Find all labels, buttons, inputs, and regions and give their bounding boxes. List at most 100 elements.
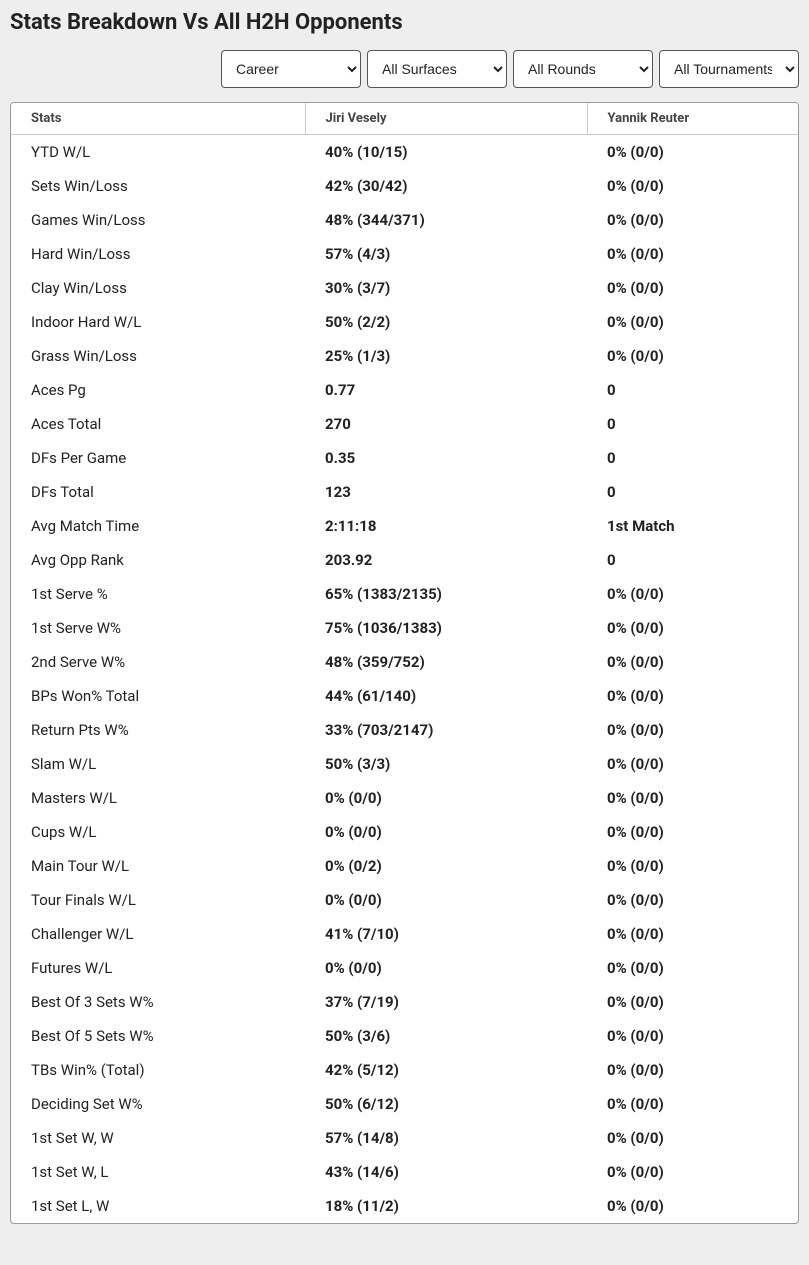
- player2-value: 0: [587, 407, 798, 441]
- stat-label: Cups W/L: [11, 815, 305, 849]
- stat-label: YTD W/L: [11, 135, 305, 170]
- player2-value: 0% (0/0): [587, 203, 798, 237]
- player2-value: 0% (0/0): [587, 237, 798, 271]
- player2-value: 0% (0/0): [587, 271, 798, 305]
- table-row: Return Pts W%33% (703/2147)0% (0/0): [11, 713, 798, 747]
- table-row: DFs Total1230: [11, 475, 798, 509]
- player2-value: 0% (0/0): [587, 1189, 798, 1223]
- player1-value: 0% (0/0): [305, 951, 587, 985]
- table-row: 1st Set L, W18% (11/2)0% (0/0): [11, 1189, 798, 1223]
- player2-value: 0% (0/0): [587, 339, 798, 373]
- player2-value: 0% (0/0): [587, 305, 798, 339]
- filter-career[interactable]: Career: [221, 50, 361, 88]
- player1-value: 75% (1036/1383): [305, 611, 587, 645]
- player2-value: 1st Match: [587, 509, 798, 543]
- stat-label: Aces Total: [11, 407, 305, 441]
- stats-card: Stats Jiri Vesely Yannik Reuter YTD W/L4…: [10, 102, 799, 1224]
- table-row: BPs Won% Total44% (61/140)0% (0/0): [11, 679, 798, 713]
- player1-value: 50% (3/6): [305, 1019, 587, 1053]
- stat-label: Masters W/L: [11, 781, 305, 815]
- player2-value: 0% (0/0): [587, 849, 798, 883]
- stat-label: 1st Serve W%: [11, 611, 305, 645]
- player1-value: 0% (0/0): [305, 781, 587, 815]
- player1-value: 270: [305, 407, 587, 441]
- player1-value: 50% (2/2): [305, 305, 587, 339]
- player2-value: 0% (0/0): [587, 985, 798, 1019]
- player2-value: 0% (0/0): [587, 883, 798, 917]
- col-header-stats: Stats: [11, 103, 305, 135]
- table-row: Best Of 5 Sets W%50% (3/6)0% (0/0): [11, 1019, 798, 1053]
- table-row: Hard Win/Loss57% (4/3)0% (0/0): [11, 237, 798, 271]
- table-row: Sets Win/Loss42% (30/42)0% (0/0): [11, 169, 798, 203]
- stat-label: 1st Set L, W: [11, 1189, 305, 1223]
- stat-label: Best Of 5 Sets W%: [11, 1019, 305, 1053]
- player1-value: 50% (3/3): [305, 747, 587, 781]
- table-row: 1st Set W, W57% (14/8)0% (0/0): [11, 1121, 798, 1155]
- table-row: DFs Per Game0.350: [11, 441, 798, 475]
- player1-value: 40% (10/15): [305, 135, 587, 170]
- player2-value: 0% (0/0): [587, 917, 798, 951]
- player2-value: 0% (0/0): [587, 679, 798, 713]
- stat-label: Sets Win/Loss: [11, 169, 305, 203]
- player1-value: 0% (0/0): [305, 883, 587, 917]
- stat-label: 1st Serve %: [11, 577, 305, 611]
- table-row: Games Win/Loss48% (344/371)0% (0/0): [11, 203, 798, 237]
- player2-value: 0% (0/0): [587, 713, 798, 747]
- col-header-player2: Yannik Reuter: [587, 103, 798, 135]
- player2-value: 0% (0/0): [587, 1087, 798, 1121]
- table-row: Masters W/L0% (0/0)0% (0/0): [11, 781, 798, 815]
- stat-label: 2nd Serve W%: [11, 645, 305, 679]
- stats-table: Stats Jiri Vesely Yannik Reuter YTD W/L4…: [11, 103, 798, 1223]
- stat-label: Indoor Hard W/L: [11, 305, 305, 339]
- player2-value: 0% (0/0): [587, 135, 798, 170]
- col-header-player1: Jiri Vesely: [305, 103, 587, 135]
- player1-value: 203.92: [305, 543, 587, 577]
- player1-value: 43% (14/6): [305, 1155, 587, 1189]
- player1-value: 48% (344/371): [305, 203, 587, 237]
- table-row: Avg Opp Rank203.920: [11, 543, 798, 577]
- page-title: Stats Breakdown Vs All H2H Opponents: [10, 10, 799, 35]
- table-row: Main Tour W/L0% (0/2)0% (0/0): [11, 849, 798, 883]
- table-row: Slam W/L50% (3/3)0% (0/0): [11, 747, 798, 781]
- player1-value: 65% (1383/2135): [305, 577, 587, 611]
- filter-surfaces[interactable]: All Surfaces: [367, 50, 507, 88]
- player2-value: 0: [587, 441, 798, 475]
- player1-value: 48% (359/752): [305, 645, 587, 679]
- player2-value: 0% (0/0): [587, 951, 798, 985]
- player1-value: 44% (61/140): [305, 679, 587, 713]
- player2-value: 0% (0/0): [587, 1053, 798, 1087]
- player2-value: 0% (0/0): [587, 611, 798, 645]
- table-row: Challenger W/L41% (7/10)0% (0/0): [11, 917, 798, 951]
- player2-value: 0% (0/0): [587, 1121, 798, 1155]
- player1-value: 42% (30/42): [305, 169, 587, 203]
- player2-value: 0% (0/0): [587, 577, 798, 611]
- player2-value: 0% (0/0): [587, 747, 798, 781]
- table-row: Cups W/L0% (0/0)0% (0/0): [11, 815, 798, 849]
- table-row: YTD W/L40% (10/15)0% (0/0): [11, 135, 798, 170]
- stat-label: Games Win/Loss: [11, 203, 305, 237]
- player1-value: 41% (7/10): [305, 917, 587, 951]
- player2-value: 0% (0/0): [587, 781, 798, 815]
- player2-value: 0: [587, 475, 798, 509]
- player1-value: 2:11:18: [305, 509, 587, 543]
- stat-label: Tour Finals W/L: [11, 883, 305, 917]
- table-row: Avg Match Time2:11:181st Match: [11, 509, 798, 543]
- stat-label: 1st Set W, L: [11, 1155, 305, 1189]
- stat-label: Hard Win/Loss: [11, 237, 305, 271]
- table-row: Grass Win/Loss25% (1/3)0% (0/0): [11, 339, 798, 373]
- table-row: Aces Pg0.770: [11, 373, 798, 407]
- stat-label: Futures W/L: [11, 951, 305, 985]
- table-row: TBs Win% (Total)42% (5/12)0% (0/0): [11, 1053, 798, 1087]
- player1-value: 33% (703/2147): [305, 713, 587, 747]
- stat-label: Avg Opp Rank: [11, 543, 305, 577]
- player2-value: 0: [587, 543, 798, 577]
- filter-bar: Career All Surfaces All Rounds All Tourn…: [10, 50, 799, 88]
- player1-value: 0% (0/2): [305, 849, 587, 883]
- table-row: 1st Serve W%75% (1036/1383)0% (0/0): [11, 611, 798, 645]
- filter-tournaments[interactable]: All Tournaments: [659, 50, 799, 88]
- stat-label: Deciding Set W%: [11, 1087, 305, 1121]
- player2-value: 0% (0/0): [587, 815, 798, 849]
- filter-rounds[interactable]: All Rounds: [513, 50, 653, 88]
- table-row: Indoor Hard W/L50% (2/2)0% (0/0): [11, 305, 798, 339]
- player2-value: 0: [587, 373, 798, 407]
